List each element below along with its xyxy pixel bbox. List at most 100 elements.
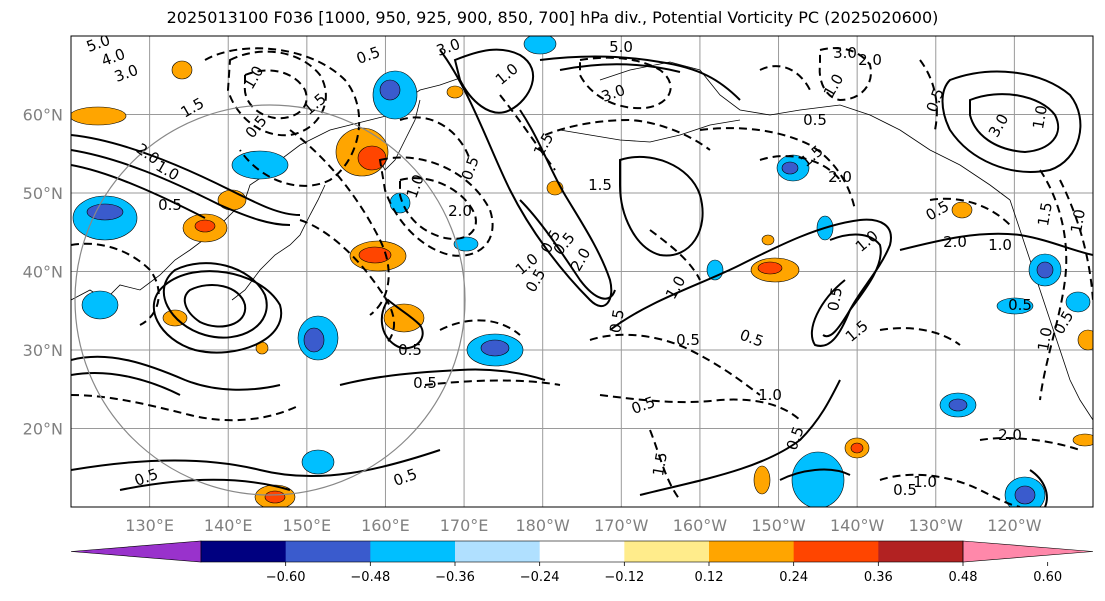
colorbar-segment [201, 541, 287, 562]
contour-label: 0.5 [803, 111, 827, 129]
contour-line [639, 379, 841, 496]
shade-patch [379, 79, 401, 101]
coastline-north-america [1009, 199, 1093, 421]
shade-patch [171, 60, 193, 80]
longitude-label: 170°E [440, 516, 489, 535]
latitude-labels: 20°N 30°N 40°N 50°N 60°N [23, 106, 63, 439]
contour-line [649, 229, 701, 281]
shade-patch [1014, 485, 1036, 505]
contour-line [71, 355, 281, 391]
colorbar-segment [455, 541, 541, 562]
contour-line [822, 233, 882, 338]
contour-label: 1.0 [758, 386, 782, 404]
shade-patch [303, 327, 325, 353]
contour-line [380, 298, 424, 350]
longitude-labels: 130°E 140°E 150°E 160°E 170°E 180°W 170°W 160°W… [125, 516, 1041, 535]
contour-line [289, 129, 390, 316]
contour-label: 0.5 [158, 196, 182, 214]
contour-line [399, 116, 471, 161]
shade-patch [948, 398, 968, 412]
shade-patch [757, 261, 783, 275]
contours-solid [71, 48, 1093, 507]
contour-line [424, 379, 561, 386]
latitude-label: 40°N [23, 263, 63, 282]
colorbar-tick-label: −0.24 [520, 570, 560, 585]
contour-line [378, 156, 494, 257]
coastline-aleutians [559, 119, 741, 143]
contour-label: 0.5 [824, 286, 846, 313]
shade-patch [383, 303, 425, 333]
longitude-label: 160°E [361, 516, 410, 535]
colorbar-tick-label: −0.12 [604, 570, 644, 585]
contour-line [759, 155, 841, 181]
contour-line [439, 319, 521, 336]
contour-line [399, 177, 477, 240]
contour-line [544, 118, 711, 151]
colorbar-tick-label: −0.48 [350, 570, 390, 585]
contour-line [71, 371, 181, 396]
longitude-label: 150°E [283, 516, 332, 535]
longitude-label: 180°W [516, 516, 571, 535]
contour-line [589, 333, 761, 396]
colorbar-outline [200, 540, 964, 563]
shade-patch [301, 449, 335, 475]
longitude-label: 140°W [830, 516, 885, 535]
map-title: 2025013100 F036 [1000, 950, 925, 900, 85… [166, 8, 939, 27]
projection-ring [74, 104, 466, 496]
shade-patch [951, 201, 973, 219]
contour-line [71, 242, 160, 326]
longitude-label: 130°E [125, 516, 174, 535]
shade-patch [523, 36, 557, 55]
colorbar-segment [370, 541, 456, 562]
contour-line [162, 262, 268, 339]
shade-patch [761, 234, 775, 246]
contour-line [499, 94, 556, 171]
contour-line [879, 327, 961, 346]
coastline-japan [231, 184, 326, 301]
shade-patch [1065, 291, 1091, 313]
contour-label: 1.5 [1034, 201, 1056, 228]
latitude-label: 30°N [23, 341, 63, 360]
shade-patch [81, 290, 119, 320]
colorbar-tick-label: 0.12 [695, 570, 724, 585]
contour-label: 0.5 [398, 341, 422, 359]
shade-patch [358, 246, 392, 264]
contour-label: 1.0 [1067, 208, 1089, 235]
contour-line [929, 197, 1011, 226]
contour-line [779, 468, 851, 481]
contour-line [71, 164, 206, 219]
colorbar-segment [539, 541, 625, 562]
contour-label: 2.0 [858, 51, 882, 69]
contour-label: 0.5 [676, 331, 700, 349]
latitude-label: 50°N [23, 184, 63, 203]
contour-line [439, 49, 613, 308]
contour-label: 1.0 [913, 473, 937, 491]
contour-label: 0.5 [893, 481, 917, 499]
colorbar-tick-label: 0.48 [949, 570, 978, 585]
shade-patch [1077, 329, 1093, 351]
contour-label: 1.5 [588, 176, 612, 194]
contour-line [579, 56, 672, 110]
shade-patch [1072, 433, 1093, 447]
contour-line [879, 473, 1021, 507]
shade-patch [781, 161, 799, 175]
contour-label: 2.0 [998, 426, 1022, 444]
longitude-label: 140°E [204, 516, 253, 535]
contour-label: 3.0 [833, 44, 857, 62]
contour-label: 0.5 [1008, 296, 1032, 314]
gridlines [71, 36, 1093, 507]
contour-line [183, 284, 247, 328]
latitude-label: 60°N [23, 106, 63, 125]
contour-label: 2.0 [828, 168, 852, 186]
contour-label: 1.5 [649, 451, 671, 478]
colorbar-extend-high [962, 540, 1094, 563]
colorbar-segment [624, 541, 710, 562]
contour-line [1059, 179, 1093, 301]
contour-line [619, 155, 704, 257]
contour-line [71, 149, 291, 226]
colorbar [70, 540, 1094, 563]
contour-line [649, 429, 681, 501]
colorbar-ticks: −0.60 −0.48 −0.36 −0.24 −0.12 0.12 0.24 0.36 0.4… [266, 562, 1062, 585]
longitude-label: 150°W [751, 516, 806, 535]
contour-line [899, 232, 1093, 256]
